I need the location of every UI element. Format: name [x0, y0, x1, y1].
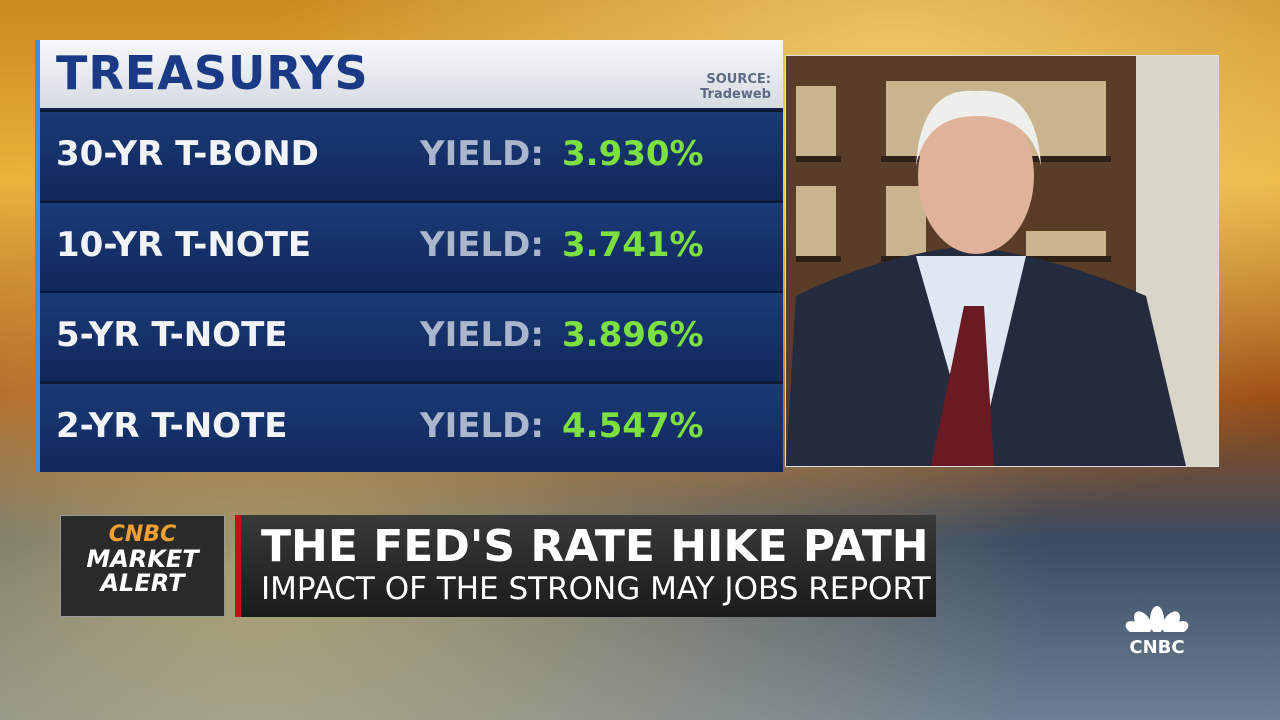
yield-row: 2-YR T-NOTE YIELD: 4.547%: [40, 381, 783, 472]
market-alert-logo: CNBC MARKET ALERT: [60, 515, 225, 617]
logo-line2: ALERT: [100, 569, 185, 597]
logo-line1: MARKET: [86, 545, 199, 573]
yield-value: 3.930%: [562, 134, 704, 174]
logo-brand: CNBC: [108, 522, 177, 547]
instrument: 30-YR T-BOND: [56, 134, 319, 174]
yield-value: 3.741%: [562, 224, 704, 265]
headline: THE FED'S RATE HIKE PATH: [261, 521, 929, 572]
corner-logo: CNBC: [1112, 598, 1202, 658]
yield-row: 30-YR T-BOND YIELD: 3.930%: [40, 110, 783, 200]
corner-logo-text: CNBC: [1129, 637, 1185, 658]
subheadline: IMPACT OF THE STRONG MAY JOBS REPORT: [261, 571, 931, 607]
panel-title: TREASURYS: [56, 46, 369, 100]
yield-label: YIELD:: [420, 315, 544, 355]
source-name: Tradeweb: [700, 87, 771, 102]
instrument: 5-YR T-NOTE: [56, 315, 288, 355]
treasury-panel: TREASURYS SOURCE: Tradeweb 30-YR T-BOND Y…: [35, 40, 783, 472]
yield-row: 5-YR T-NOTE YIELD: 3.896%: [40, 291, 783, 381]
guest-illustration: [786, 56, 1218, 466]
instrument: 2-YR T-NOTE: [56, 405, 288, 446]
panel-header: TREASURYS SOURCE: Tradeweb: [40, 40, 783, 108]
yield-value: 3.896%: [562, 315, 704, 355]
yield-row: 10-YR T-NOTE YIELD: 3.741%: [40, 200, 783, 291]
source-label: SOURCE:: [706, 72, 771, 87]
yield-label: YIELD:: [420, 134, 544, 174]
yield-value: 4.547%: [562, 405, 704, 446]
yield-label: YIELD:: [420, 405, 544, 446]
headline-bar: THE FED'S RATE HIKE PATH IMPACT OF THE S…: [235, 515, 936, 617]
yield-label: YIELD:: [420, 224, 544, 265]
peacock: [1125, 606, 1189, 635]
guest-video: [785, 55, 1219, 467]
source: SOURCE: Tradeweb: [700, 72, 771, 102]
instrument: 10-YR T-NOTE: [56, 224, 312, 265]
